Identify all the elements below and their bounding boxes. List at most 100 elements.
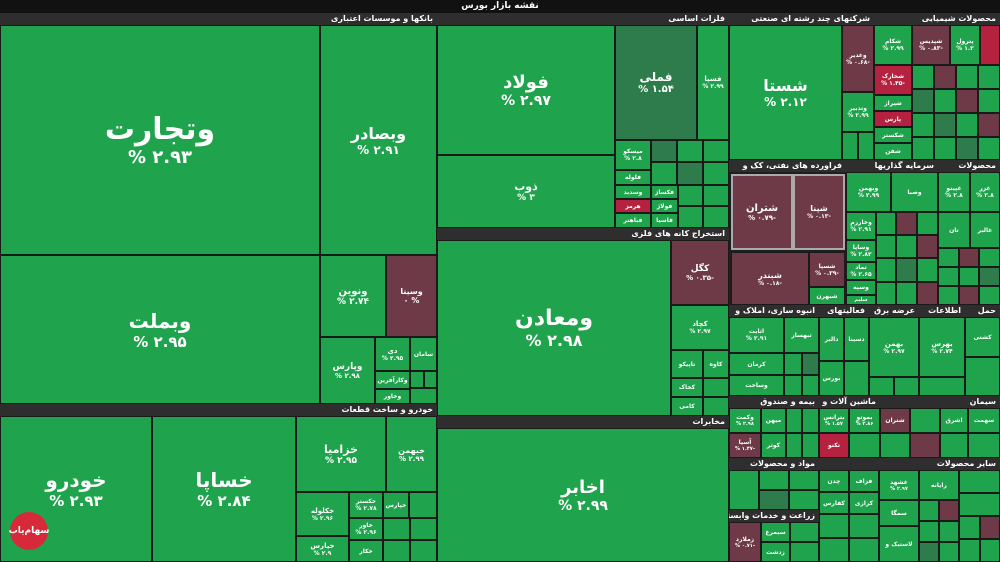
tile-vbani[interactable] bbox=[729, 470, 759, 510]
tile-cement-small-3[interactable] bbox=[910, 433, 940, 458]
tile-zdasht[interactable]: زدشت bbox=[761, 542, 790, 562]
tile-chem-small-3[interactable] bbox=[956, 65, 978, 89]
tile-boors[interactable]: بورس bbox=[819, 361, 844, 396]
tile-kerman[interactable]: کرمان bbox=[729, 353, 784, 375]
tile-other-small-9[interactable] bbox=[919, 542, 939, 562]
tile-mach-small-1[interactable] bbox=[849, 433, 880, 458]
tile-metals-small-6[interactable] bbox=[703, 162, 729, 185]
tile-other-small-13[interactable] bbox=[959, 516, 980, 539]
tile-other-small-14[interactable] bbox=[980, 516, 1000, 539]
tile-sharq[interactable]: اشرق bbox=[940, 408, 968, 433]
tile-other-small-2[interactable] bbox=[849, 514, 879, 538]
tile-kgol[interactable]: کگل % ۰.۳۵- bbox=[671, 240, 729, 305]
tile-metals-small-7[interactable] bbox=[678, 185, 703, 206]
tile-inv-small-12[interactable] bbox=[917, 282, 938, 305]
tile-food-small-2[interactable] bbox=[789, 470, 819, 490]
tile-fvlad[interactable]: فولاژ bbox=[651, 199, 678, 213]
tile-shpdis[interactable]: شپدیس % ۰.۸۳- bbox=[912, 25, 950, 65]
tile-vhormoz[interactable]: وکمت % ۲.۹۸ bbox=[729, 408, 761, 433]
tile-prod-small-8[interactable] bbox=[959, 286, 979, 305]
tile-prod-small-3[interactable] bbox=[979, 248, 1000, 267]
tile-dalber[interactable]: دالبر bbox=[819, 317, 844, 361]
tile-lastik[interactable]: لاستیک و bbox=[879, 526, 919, 562]
tile-vkharazm[interactable]: وخارزم % ۲.۹۱ bbox=[846, 212, 876, 240]
tile-gholtan[interactable]: غالبر bbox=[970, 212, 1000, 248]
tile-zob[interactable]: ذوب % ۳ bbox=[437, 155, 615, 228]
tile-bmpars[interactable]: بموتو % ۲.۸۶ bbox=[849, 408, 880, 433]
tile-inv-small-4[interactable] bbox=[876, 235, 896, 258]
tile-petrol[interactable]: پترول % ۱.۲ bbox=[950, 25, 980, 65]
tile-other-small-5[interactable] bbox=[919, 500, 939, 521]
tile-inv-small-9[interactable] bbox=[917, 258, 938, 282]
tile-khbahman[interactable]: خبهمن % ۲.۹۹ bbox=[386, 416, 437, 492]
tile-prod-small-7[interactable] bbox=[938, 286, 959, 305]
tile-chem-small-7[interactable] bbox=[956, 89, 978, 113]
tile-ores-small-1[interactable] bbox=[703, 378, 729, 397]
tile-other-small-11[interactable] bbox=[959, 470, 1000, 493]
tile-ins-small-2[interactable] bbox=[802, 408, 819, 433]
tile-chem-small-9[interactable] bbox=[912, 113, 934, 137]
tile-foolad[interactable]: فولاد % ۲.۹۷ bbox=[437, 25, 615, 155]
tile-semga[interactable]: سمگا bbox=[879, 500, 919, 526]
tile-salim[interactable]: سلیم bbox=[846, 295, 876, 305]
tile-shtran[interactable]: شتران % ۰.۷۹- bbox=[731, 174, 793, 250]
tile-khkar[interactable]: خکار bbox=[349, 540, 383, 562]
tile-shbehran[interactable]: شبهرن bbox=[809, 287, 845, 305]
tile-metals-small-1[interactable] bbox=[651, 140, 677, 162]
tile-kchad[interactable]: کچاد % ۲.۹۷ bbox=[671, 305, 729, 350]
tile-metals-small-2[interactable] bbox=[677, 140, 703, 162]
tile-vsakht[interactable]: وساخت bbox=[729, 375, 784, 396]
tile-chem-small-16[interactable] bbox=[978, 137, 1000, 160]
tile-inv-small-2[interactable] bbox=[896, 212, 917, 235]
tile-auto-small-2[interactable] bbox=[383, 518, 410, 540]
tile-fooladh[interactable]: فلوله bbox=[615, 170, 651, 185]
tile-chem-small-12[interactable] bbox=[978, 113, 1000, 137]
tile-kami[interactable]: کامی bbox=[671, 397, 703, 416]
tile-shiras[interactable]: شیراز bbox=[874, 95, 912, 111]
tile-shsepa[interactable]: شسپا % ۰.۳۹- bbox=[809, 252, 845, 287]
tile-zmallard[interactable]: زملارد % ۰.۷۱- bbox=[729, 522, 761, 562]
tile-other-small-3[interactable] bbox=[819, 538, 849, 562]
tile-chem-small-13[interactable] bbox=[912, 137, 934, 160]
tile-khkastor[interactable]: خکستر % ۲.۷۸ bbox=[349, 492, 383, 518]
tile-ghapeno[interactable]: غپینو % ۲.۸ bbox=[938, 172, 970, 212]
tile-metals-small-10[interactable] bbox=[703, 206, 729, 228]
tile-metals-small-3[interactable] bbox=[703, 140, 729, 162]
tile-cement-small-4[interactable] bbox=[940, 433, 968, 458]
tile-vsina[interactable]: وسینا ۰ % bbox=[386, 255, 437, 337]
tile-bhrs[interactable]: بهرس % ۲.۷۴ bbox=[919, 317, 965, 377]
tile-prod-small-1[interactable] bbox=[938, 248, 959, 267]
tile-tan[interactable]: تان bbox=[938, 212, 970, 248]
tile-kkhoz[interactable]: کخاک bbox=[671, 378, 703, 397]
tile-auto-small-4[interactable] bbox=[383, 540, 410, 562]
tile-vsaipa[interactable]: وساپا % ۲.۸۲ bbox=[846, 240, 876, 262]
tile-bank-small-3[interactable] bbox=[410, 388, 437, 404]
tile-prod-small-9[interactable] bbox=[979, 286, 1000, 305]
tile-asia[interactable]: آسیا % ۱.۴۷- bbox=[729, 433, 761, 458]
tile-food-small-4[interactable] bbox=[789, 490, 819, 510]
tile-ins-small-4[interactable] bbox=[802, 433, 819, 458]
tile-auto-small-1[interactable] bbox=[409, 492, 437, 518]
tile-metals-small-9[interactable] bbox=[678, 206, 703, 228]
tile-auto-small-3[interactable] bbox=[410, 518, 437, 540]
tile-kosar[interactable]: کوثر bbox=[761, 433, 786, 458]
tile-chem-small-11[interactable] bbox=[956, 113, 978, 137]
tile-other-small-7[interactable] bbox=[919, 521, 939, 542]
tile-cement-small-1[interactable] bbox=[910, 408, 940, 433]
tile-vsaba[interactable]: وصبا bbox=[891, 172, 938, 212]
tile-vghadir[interactable]: وغدیر % ۰.۶۸- bbox=[842, 25, 874, 92]
tile-shfn[interactable]: شفن bbox=[874, 143, 912, 160]
tile-fbahonar[interactable]: فباهنر bbox=[615, 213, 651, 228]
tile-metals-small-8[interactable] bbox=[703, 185, 729, 206]
tile-saman[interactable]: سامان bbox=[410, 337, 437, 371]
tile-shkam[interactable]: شکام % ۲.۹۹ bbox=[874, 25, 912, 65]
tile-mass-small-3[interactable] bbox=[784, 375, 802, 396]
tile-chdn[interactable]: چدن bbox=[819, 470, 849, 492]
tile-prod-small-5[interactable] bbox=[959, 267, 979, 286]
tile-vamad[interactable]: تماد % ۲.۶۵ bbox=[846, 262, 876, 280]
tile-fameli[interactable]: فملی % ۱.۵۴ bbox=[615, 25, 697, 140]
tile-inv-small-5[interactable] bbox=[896, 235, 917, 258]
tile-chem-small-1[interactable] bbox=[912, 65, 934, 89]
tile-khkogelo[interactable]: خکلوله % ۲.۹۶ bbox=[296, 492, 349, 536]
tile-mass-small-2[interactable] bbox=[802, 353, 819, 375]
